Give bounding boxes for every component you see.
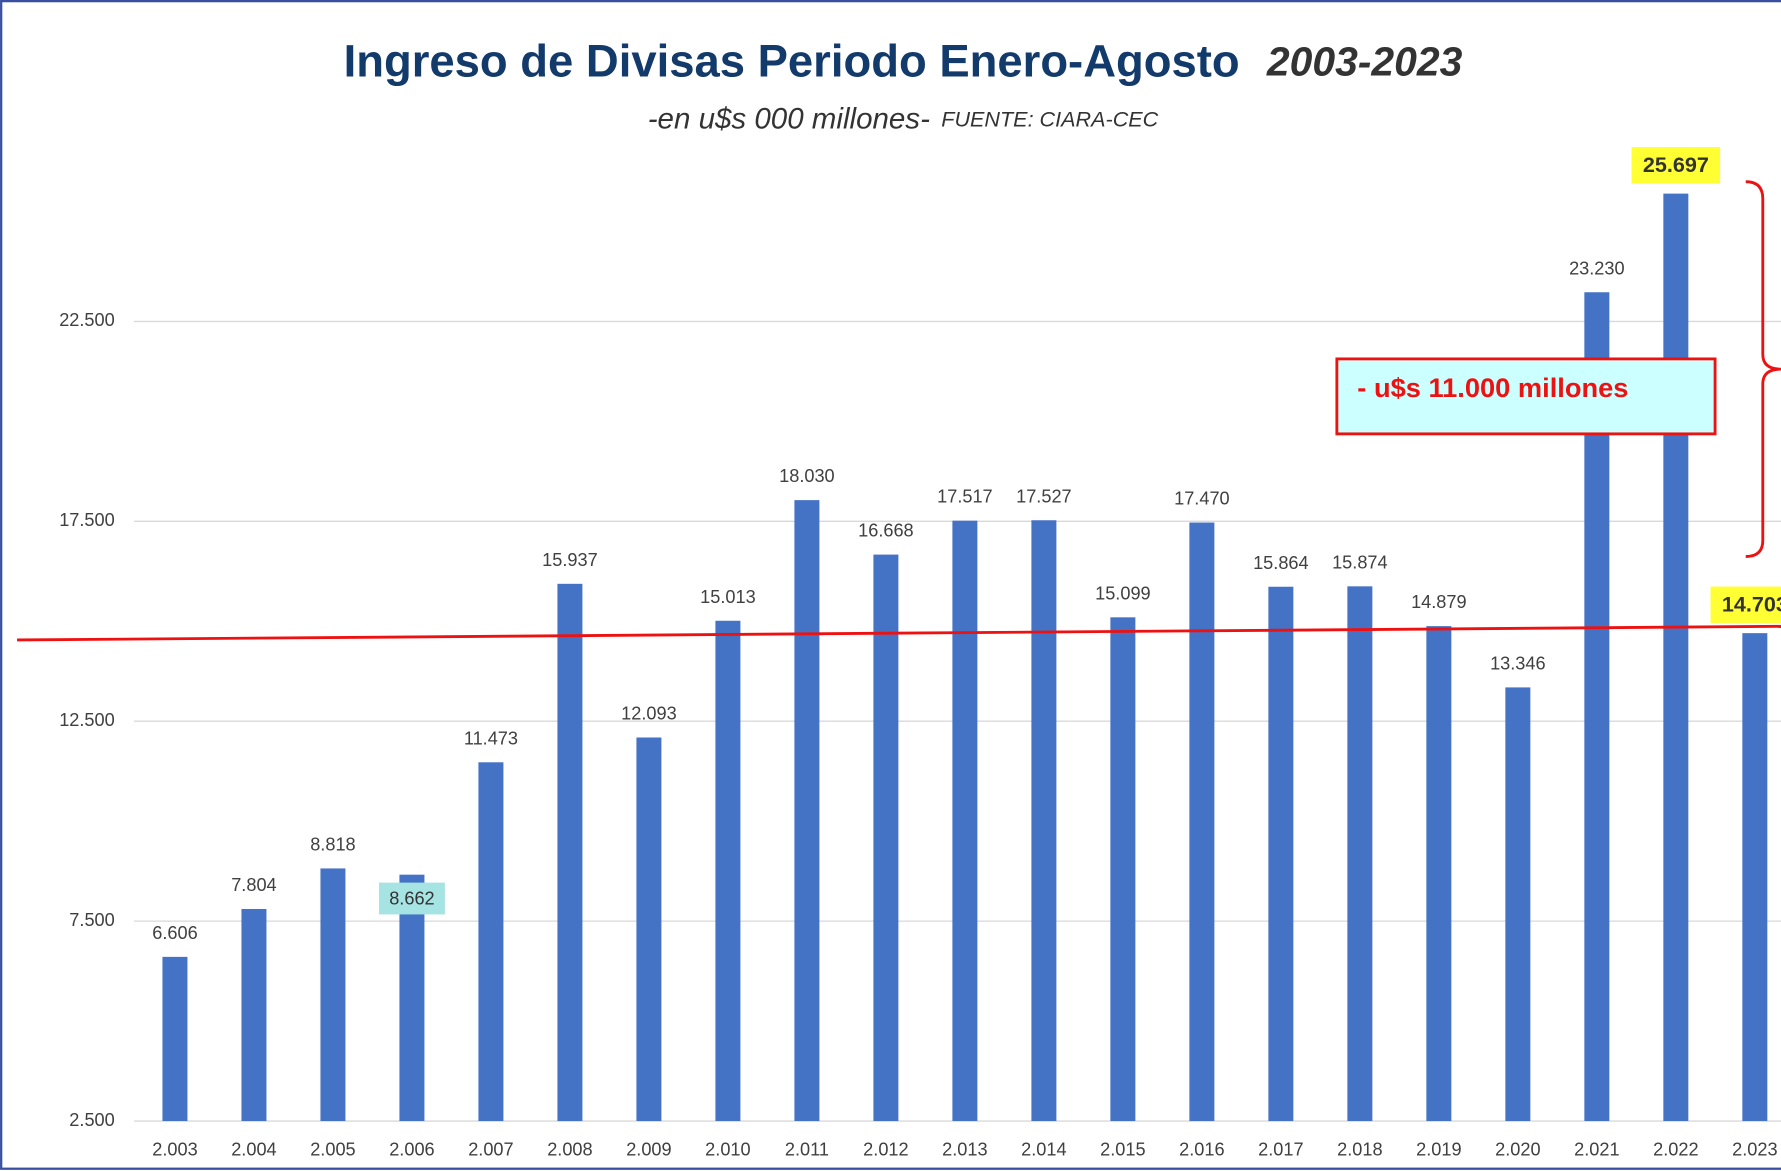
value-label: 14.879 bbox=[1411, 592, 1467, 612]
value-label: 23.230 bbox=[1569, 258, 1625, 278]
bar bbox=[162, 956, 188, 1122]
x-tick-label: 2.010 bbox=[705, 1139, 750, 1159]
annotation-box bbox=[1335, 357, 1717, 436]
value-label: 17.470 bbox=[1174, 489, 1230, 509]
bar bbox=[557, 583, 583, 1122]
bar bbox=[320, 868, 346, 1122]
x-tick-label: 2.006 bbox=[389, 1139, 434, 1159]
bar bbox=[241, 908, 267, 1122]
bar bbox=[1347, 586, 1373, 1122]
value-label-bg bbox=[1631, 147, 1721, 184]
x-tick-label: 2.007 bbox=[468, 1139, 513, 1159]
x-tick-label: 2.005 bbox=[310, 1139, 355, 1159]
x-tick-label: 2.023 bbox=[1732, 1139, 1777, 1159]
value-label: 8.662 bbox=[389, 888, 434, 908]
x-tick-label: 2.014 bbox=[1021, 1139, 1066, 1159]
x-tick-label: 2.003 bbox=[152, 1139, 197, 1159]
x-tick-label: 2.009 bbox=[626, 1139, 671, 1159]
bar bbox=[1189, 522, 1215, 1122]
y-tick-label: 7.500 bbox=[69, 910, 114, 930]
x-tick-label: 2.011 bbox=[785, 1139, 829, 1159]
value-label: 15.013 bbox=[700, 587, 756, 607]
x-tick-label: 2.016 bbox=[1179, 1139, 1224, 1159]
brace bbox=[1745, 180, 1781, 558]
bar bbox=[1426, 626, 1452, 1122]
bar bbox=[1268, 586, 1294, 1122]
value-label-bg bbox=[1710, 586, 1781, 623]
x-tick-label: 2.013 bbox=[942, 1139, 987, 1159]
value-label: 25.697 bbox=[1643, 152, 1709, 177]
value-label: 14.703 bbox=[1722, 592, 1781, 617]
bar bbox=[1110, 617, 1136, 1122]
title-years: 2003-2023 bbox=[1266, 39, 1463, 85]
bar bbox=[1742, 633, 1768, 1122]
bar bbox=[399, 874, 425, 1122]
value-label: 15.099 bbox=[1095, 583, 1151, 603]
bar bbox=[873, 554, 899, 1122]
y-tick-label: 17.500 bbox=[59, 510, 115, 530]
value-label: 8.818 bbox=[310, 835, 355, 855]
source-text: FUENTE: CIARA-CEC bbox=[941, 106, 1158, 131]
value-label: 15.874 bbox=[1332, 552, 1388, 572]
value-label: 11.473 bbox=[464, 728, 518, 748]
value-label: 7.804 bbox=[231, 875, 276, 895]
x-tick-label: 2.022 bbox=[1653, 1139, 1698, 1159]
x-tick-label: 2.008 bbox=[547, 1139, 592, 1159]
chart-subtitle: -en u$s 000 millones- FUENTE: CIARA-CEC bbox=[648, 102, 1159, 135]
value-label: 6.606 bbox=[152, 923, 197, 943]
x-tick-label: 2.012 bbox=[863, 1139, 908, 1159]
x-tick-label: 2.015 bbox=[1100, 1139, 1145, 1159]
bar bbox=[794, 500, 820, 1122]
reference-line bbox=[17, 624, 1781, 642]
value-label-bg bbox=[378, 882, 445, 915]
bar bbox=[636, 737, 662, 1122]
value-label: 13.346 bbox=[1490, 653, 1546, 673]
value-label: 12.093 bbox=[621, 704, 677, 724]
bar bbox=[1663, 193, 1689, 1122]
bar bbox=[478, 762, 504, 1122]
value-label: 15.864 bbox=[1253, 553, 1309, 573]
value-label: 17.527 bbox=[1016, 486, 1072, 506]
title-text: Ingreso de Divisas Periodo Enero-Agosto bbox=[344, 36, 1240, 87]
bar bbox=[715, 620, 741, 1122]
bar bbox=[1505, 687, 1531, 1122]
x-tick-label: 2.018 bbox=[1337, 1139, 1382, 1159]
y-tick-label: 12.500 bbox=[59, 710, 115, 730]
value-label: 17.517 bbox=[937, 487, 993, 507]
value-label: 16.668 bbox=[858, 521, 914, 541]
x-tick-label: 2.021 bbox=[1574, 1139, 1619, 1159]
subtitle-text: -en u$s 000 millones- bbox=[648, 102, 930, 135]
x-tick-label: 2.020 bbox=[1495, 1139, 1540, 1159]
y-tick-label: 22.500 bbox=[59, 310, 115, 330]
value-label: 18.030 bbox=[779, 466, 835, 486]
chart-title: Ingreso de Divisas Periodo Enero-Agosto 2… bbox=[344, 36, 1463, 87]
bar bbox=[952, 520, 978, 1122]
x-tick-label: 2.017 bbox=[1258, 1139, 1303, 1159]
annotation-text: - u$s 11.000 millones bbox=[1357, 372, 1628, 403]
value-label: 15.937 bbox=[542, 550, 598, 570]
y-tick-label: 2.500 bbox=[69, 1110, 114, 1130]
bar bbox=[1031, 520, 1057, 1122]
x-tick-label: 2.019 bbox=[1416, 1139, 1461, 1159]
x-tick-label: 2.004 bbox=[231, 1139, 276, 1159]
